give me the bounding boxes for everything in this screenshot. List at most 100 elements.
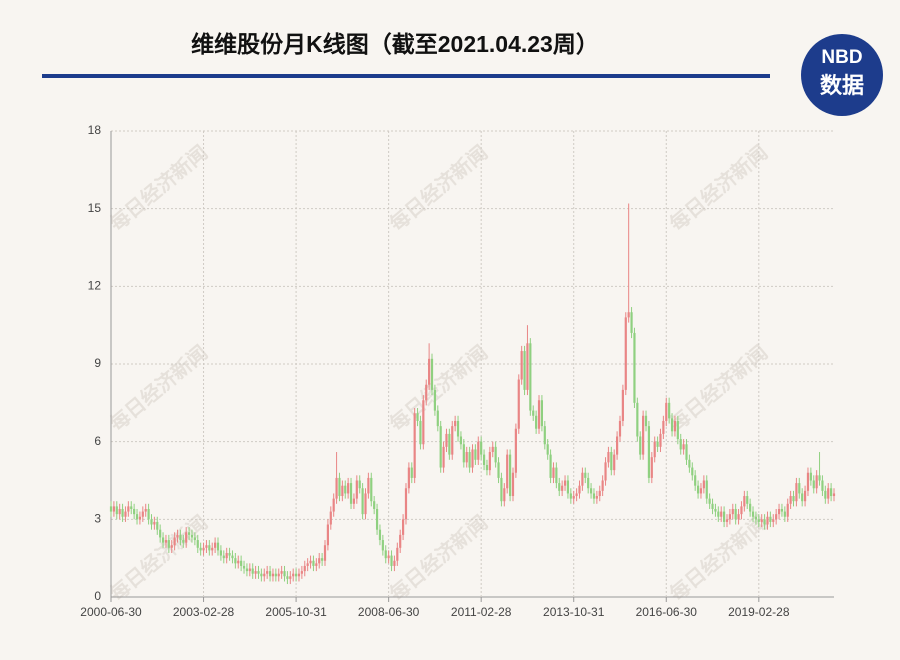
candle-body xyxy=(141,511,144,517)
candle-body xyxy=(306,563,309,566)
y-tick-label: 12 xyxy=(88,279,102,293)
candle-body xyxy=(563,480,567,486)
candle-body xyxy=(485,464,489,471)
candle-body xyxy=(497,462,500,478)
candle-body xyxy=(297,573,301,577)
y-tick-label: 9 xyxy=(94,356,101,370)
candle-body xyxy=(601,480,604,491)
candle-body xyxy=(404,488,408,520)
candle-body xyxy=(341,485,344,497)
candle-body xyxy=(381,540,384,551)
candle-body xyxy=(723,511,726,522)
candle-body xyxy=(624,317,627,390)
candle-body xyxy=(254,571,257,574)
candle-body xyxy=(760,519,763,522)
candle-body xyxy=(454,420,457,427)
candle-body xyxy=(665,402,668,421)
candle-body xyxy=(806,472,810,491)
candle-body xyxy=(644,415,648,427)
candle-body xyxy=(344,485,347,494)
candle-body xyxy=(214,542,217,548)
candle-body xyxy=(705,480,708,499)
candle-body xyxy=(138,516,142,520)
title-rule xyxy=(42,74,770,78)
candle-body xyxy=(407,467,410,489)
candle-body xyxy=(482,454,486,465)
candle-body xyxy=(540,400,544,427)
candle-body xyxy=(714,508,717,512)
candle-body xyxy=(274,573,277,577)
logo-text: NBD xyxy=(821,47,862,68)
candle-body xyxy=(358,480,361,489)
candle-body xyxy=(242,565,246,569)
candle-body xyxy=(164,540,168,543)
candle-body xyxy=(347,483,350,494)
candle-body xyxy=(708,498,711,504)
candle-body xyxy=(691,467,694,476)
candle-body xyxy=(702,480,705,489)
candle-body xyxy=(592,493,596,499)
candle-body xyxy=(537,400,541,429)
candle-body xyxy=(682,444,685,450)
candle-body xyxy=(815,475,818,489)
chart-title: 维维股份月K线图（截至2021.04.23周） xyxy=(191,31,599,57)
candle-body xyxy=(795,483,798,502)
candle-body xyxy=(161,537,165,543)
x-tick-label: 2019-02-28 xyxy=(728,605,790,619)
candle-body xyxy=(610,452,613,471)
candle-body xyxy=(271,573,275,577)
candle-body xyxy=(772,519,775,522)
candle-body xyxy=(621,389,624,421)
candle-body xyxy=(422,400,425,445)
candle-body xyxy=(670,418,674,432)
candle-body xyxy=(153,521,156,525)
candle-body xyxy=(711,503,714,509)
candle-body xyxy=(618,420,622,437)
candle-body xyxy=(228,552,231,556)
x-tick-label: 2000-06-30 xyxy=(80,605,142,619)
candle-body xyxy=(318,558,321,564)
candle-body xyxy=(639,436,642,455)
x-tick-label: 2008-06-30 xyxy=(358,605,420,619)
candle-body xyxy=(754,516,758,520)
candle-body xyxy=(824,490,827,499)
candle-body xyxy=(792,496,795,502)
candle-body xyxy=(546,444,549,455)
candle-body xyxy=(439,426,442,468)
x-tick-label: 2003-02-28 xyxy=(173,605,235,619)
candle-body xyxy=(465,452,468,463)
candle-body xyxy=(147,508,150,520)
candle-body xyxy=(378,529,382,541)
candle-body xyxy=(237,560,240,564)
candle-body xyxy=(558,483,561,491)
candle-body xyxy=(451,426,454,455)
candle-body xyxy=(205,545,208,548)
candle-body xyxy=(647,426,651,478)
candle-body xyxy=(349,483,353,504)
candle-body xyxy=(170,545,173,548)
candle-body xyxy=(503,488,506,502)
candle-body xyxy=(361,488,364,515)
candle-body xyxy=(387,555,390,559)
candle-body xyxy=(263,573,266,577)
candle-body xyxy=(523,351,526,390)
candle-body xyxy=(587,477,590,489)
candle-body xyxy=(370,477,373,502)
candle-body xyxy=(393,560,396,566)
candle-body xyxy=(430,358,434,390)
candle-body xyxy=(659,433,662,447)
candle-body xyxy=(448,433,451,455)
candle-body xyxy=(115,506,118,515)
candle-body xyxy=(566,480,570,494)
axis-labels: 0 3 6 9 12 15 18 2000-06-30 2003-02-28 2005-10-31… xyxy=(80,123,790,619)
candle-body xyxy=(225,552,228,559)
candle-body xyxy=(581,472,584,486)
candle-body xyxy=(112,506,115,512)
candle-body xyxy=(786,503,789,517)
y-tick-label: 6 xyxy=(94,434,101,448)
candle-body xyxy=(127,506,130,512)
candle-body xyxy=(830,488,833,497)
candle-body xyxy=(445,433,448,447)
grid xyxy=(110,130,834,602)
